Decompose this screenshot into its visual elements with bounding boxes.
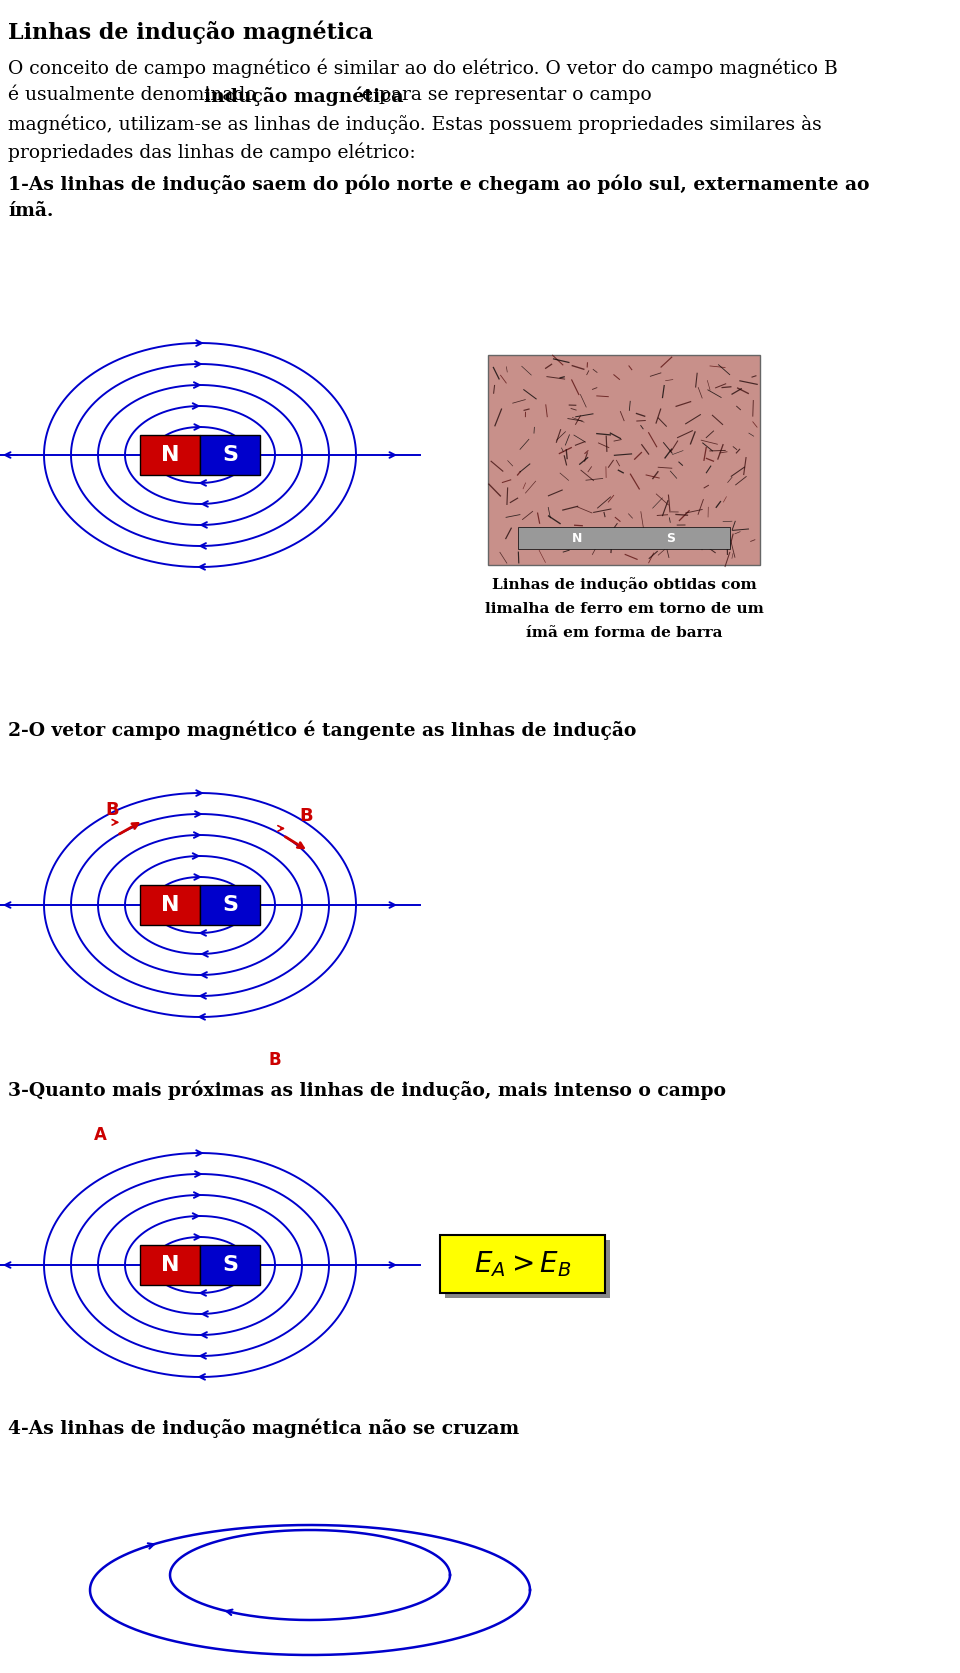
Text: O conceito de campo magnético é similar ao do elétrico. O vetor do campo magnéti: O conceito de campo magnético é similar … xyxy=(8,59,838,77)
Bar xyxy=(200,1245,260,1285)
Text: 2-O vetor campo magnético é tangente as linhas de indução: 2-O vetor campo magnético é tangente as … xyxy=(8,719,636,739)
Text: N: N xyxy=(160,1255,180,1275)
Bar xyxy=(488,355,760,565)
Text: N: N xyxy=(160,445,180,465)
Text: 1-As linhas de indução saem do pólo norte e chegam ao pólo sul, externamente ao: 1-As linhas de indução saem do pólo nort… xyxy=(8,174,870,194)
Text: é usualmente denominado: é usualmente denominado xyxy=(8,85,262,104)
Text: S: S xyxy=(222,445,238,465)
Text: S: S xyxy=(222,895,238,915)
Text: B: B xyxy=(269,1051,281,1069)
Text: B: B xyxy=(300,808,313,825)
Bar xyxy=(140,1245,200,1285)
Bar xyxy=(140,885,200,925)
Bar xyxy=(445,1240,610,1298)
Text: A: A xyxy=(93,1126,107,1144)
Bar xyxy=(200,435,260,475)
Text: N: N xyxy=(160,895,180,915)
Text: 3-Quanto mais próximas as linhas de indução, mais intenso o campo: 3-Quanto mais próximas as linhas de indu… xyxy=(8,1081,726,1099)
Text: ímã.: ímã. xyxy=(8,202,54,221)
Text: indução magnética: indução magnética xyxy=(204,85,403,105)
Text: 4-As linhas de indução magnética não se cruzam: 4-As linhas de indução magnética não se … xyxy=(8,1419,519,1437)
Bar xyxy=(440,1235,605,1293)
Text: e para se representar o campo: e para se representar o campo xyxy=(356,85,652,104)
Text: Linhas de indução obtidas com
limalha de ferro em torno de um
ímã em forma de ba: Linhas de indução obtidas com limalha de… xyxy=(485,577,763,639)
Text: magnético, utilizam-se as linhas de indução. Estas possuem propriedades similare: magnético, utilizam-se as linhas de indu… xyxy=(8,114,822,134)
Text: S: S xyxy=(222,1255,238,1275)
Text: N: N xyxy=(572,532,583,544)
Bar xyxy=(200,885,260,925)
Text: Linhas de indução magnética: Linhas de indução magnética xyxy=(8,20,373,43)
Text: propriedades das linhas de campo elétrico:: propriedades das linhas de campo elétric… xyxy=(8,142,416,162)
Text: S: S xyxy=(666,532,675,544)
Bar xyxy=(140,435,200,475)
Text: B: B xyxy=(106,801,119,820)
Bar xyxy=(518,527,730,549)
Text: $E_A > E_B$: $E_A > E_B$ xyxy=(474,1250,571,1278)
